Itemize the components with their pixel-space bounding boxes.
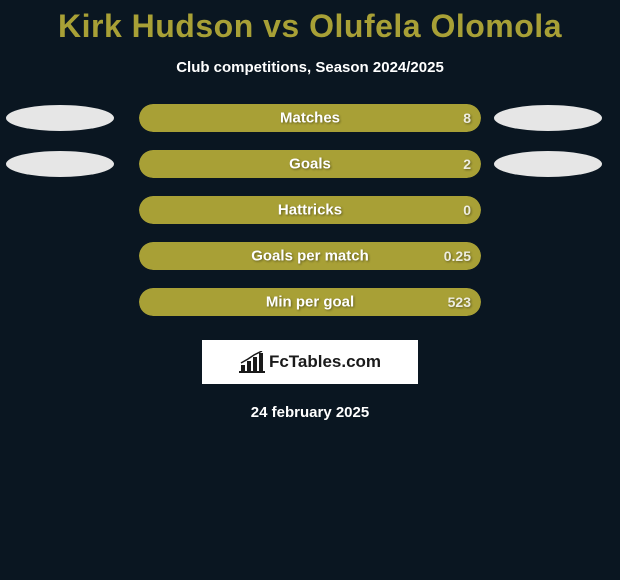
chart-bars-icon bbox=[239, 351, 265, 373]
stat-bar: Min per goal 523 bbox=[139, 288, 481, 316]
logo-text: FcTables.com bbox=[269, 352, 381, 372]
subtitle: Club competitions, Season 2024/2025 bbox=[0, 59, 620, 76]
stat-bar: Matches 8 bbox=[139, 104, 481, 132]
stat-bar: Goals 2 bbox=[139, 150, 481, 178]
stat-label: Min per goal bbox=[266, 294, 354, 311]
stat-bar: Hattricks 0 bbox=[139, 196, 481, 224]
date-label: 24 february 2025 bbox=[0, 404, 620, 421]
stat-value: 2 bbox=[463, 156, 471, 172]
player-pill-right bbox=[494, 151, 602, 177]
stat-row: Matches 8 bbox=[0, 104, 620, 132]
stat-row: Goals 2 bbox=[0, 150, 620, 178]
stat-label: Hattricks bbox=[278, 202, 342, 219]
stat-row: Goals per match 0.25 bbox=[0, 242, 620, 270]
logo-box: FcTables.com bbox=[202, 340, 418, 384]
stat-bar: Goals per match 0.25 bbox=[139, 242, 481, 270]
stat-value: 0.25 bbox=[444, 248, 471, 264]
stat-rows: Matches 8 Goals 2 Hattricks 0 Goals per match 0… bbox=[0, 104, 620, 316]
stat-value: 523 bbox=[448, 294, 471, 310]
comparison-infographic: Kirk Hudson vs Olufela Olomola Club comp… bbox=[0, 0, 620, 421]
stat-label: Goals per match bbox=[251, 248, 369, 265]
player-pill-left bbox=[6, 105, 114, 131]
logo: FcTables.com bbox=[239, 351, 381, 373]
stat-value: 0 bbox=[463, 202, 471, 218]
stat-row: Hattricks 0 bbox=[0, 196, 620, 224]
stat-row: Min per goal 523 bbox=[0, 288, 620, 316]
stat-value: 8 bbox=[463, 110, 471, 126]
stat-label: Matches bbox=[280, 110, 340, 127]
player-pill-left bbox=[6, 151, 114, 177]
player-pill-right bbox=[494, 105, 602, 131]
page-title: Kirk Hudson vs Olufela Olomola bbox=[0, 8, 620, 45]
stat-label: Goals bbox=[289, 156, 331, 173]
